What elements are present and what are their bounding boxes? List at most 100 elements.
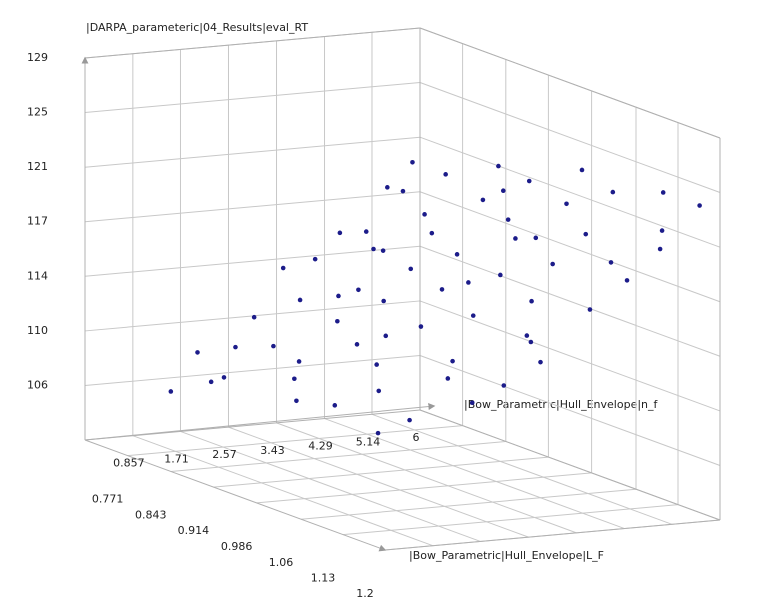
point [538, 359, 543, 365]
point [579, 167, 585, 173]
point [500, 188, 506, 194]
x-axis [84, 403, 436, 441]
point [480, 197, 486, 203]
x-tick-label: 3.43 [260, 444, 285, 457]
y-tick-label: 0.771 [92, 493, 124, 506]
point [660, 190, 666, 195]
point [337, 230, 343, 236]
point [374, 362, 379, 367]
point [385, 185, 390, 190]
point [608, 260, 614, 265]
grid-line [180, 430, 481, 542]
y-tick-label: 0.843 [135, 508, 167, 521]
point [439, 287, 445, 292]
point [513, 236, 518, 241]
point [408, 266, 414, 272]
point [371, 246, 376, 252]
y-axis [84, 439, 387, 552]
point [587, 307, 593, 312]
point [292, 376, 297, 382]
x-tick-label: 2.57 [212, 448, 237, 461]
grid-line [419, 354, 721, 466]
x-tick-label: 0.857 [113, 457, 145, 470]
x-tick-label: 4.29 [308, 440, 333, 453]
y-axis-label: |Bow_Parametric|Hull_Envelope|L_F [409, 549, 604, 562]
point [470, 313, 476, 318]
point [296, 359, 302, 364]
z-axis-label: |DARPA_parameteric|04_Results|eval_RT [86, 21, 308, 34]
point [336, 293, 341, 299]
grid-line [127, 425, 463, 457]
point [418, 324, 424, 329]
z-tick-label: 125 [27, 106, 48, 119]
point [533, 235, 539, 241]
point [526, 178, 532, 184]
point [297, 297, 303, 303]
point [375, 430, 381, 436]
point [659, 228, 665, 233]
z-tick-label: 114 [27, 269, 48, 282]
grid-line [213, 456, 549, 488]
point [410, 159, 415, 165]
point [271, 343, 276, 349]
point [195, 350, 200, 355]
grid-line [419, 245, 721, 357]
grid-line [419, 136, 721, 248]
point [469, 400, 475, 406]
z-tick-label: 121 [27, 160, 48, 173]
grid-line [84, 136, 421, 168]
z-tick-label: 129 [27, 51, 48, 64]
x-tick-label: 6 [413, 431, 420, 444]
point [356, 287, 361, 293]
grid-line [324, 418, 625, 530]
x-axis-label: |Bow_Parametric|Hull_Envelope|n_f [464, 398, 659, 411]
point [354, 342, 360, 347]
point [583, 231, 589, 237]
point [501, 383, 507, 388]
grid-line [371, 413, 673, 525]
point [450, 358, 455, 364]
box-edge [384, 519, 721, 551]
y-tick-label: 0.986 [221, 540, 253, 553]
point [400, 188, 406, 194]
point [564, 201, 569, 207]
point [312, 256, 318, 262]
y-tick-label: 1.2 [356, 587, 374, 600]
point [280, 265, 286, 271]
point [380, 248, 386, 253]
point [363, 229, 369, 234]
grid-line [342, 504, 679, 536]
point [381, 298, 386, 304]
grid-line [419, 300, 721, 412]
grid-line [84, 354, 421, 386]
point [529, 298, 534, 304]
grid-line [84, 191, 421, 223]
z-tick-label: 106 [27, 378, 48, 391]
y-tick-label: 1.13 [311, 572, 336, 585]
point [168, 389, 174, 394]
grid-line [276, 422, 577, 534]
point [251, 314, 257, 320]
point [550, 261, 555, 267]
z-tick-label: 110 [27, 324, 48, 337]
point [657, 246, 663, 252]
grid-line [228, 426, 529, 538]
point [505, 217, 511, 222]
grid-line [84, 245, 421, 277]
grid-line [170, 440, 506, 472]
grid-line [84, 82, 421, 114]
point [624, 278, 630, 283]
point [332, 403, 338, 408]
y-tick-label: 0.914 [178, 524, 210, 537]
point [221, 375, 227, 380]
grid-line [256, 472, 592, 504]
point [466, 280, 471, 285]
point [429, 230, 435, 236]
point [383, 333, 389, 339]
y-tick-label: 1.06 [269, 556, 294, 569]
point [610, 189, 616, 195]
point [445, 376, 451, 381]
point [233, 344, 238, 350]
